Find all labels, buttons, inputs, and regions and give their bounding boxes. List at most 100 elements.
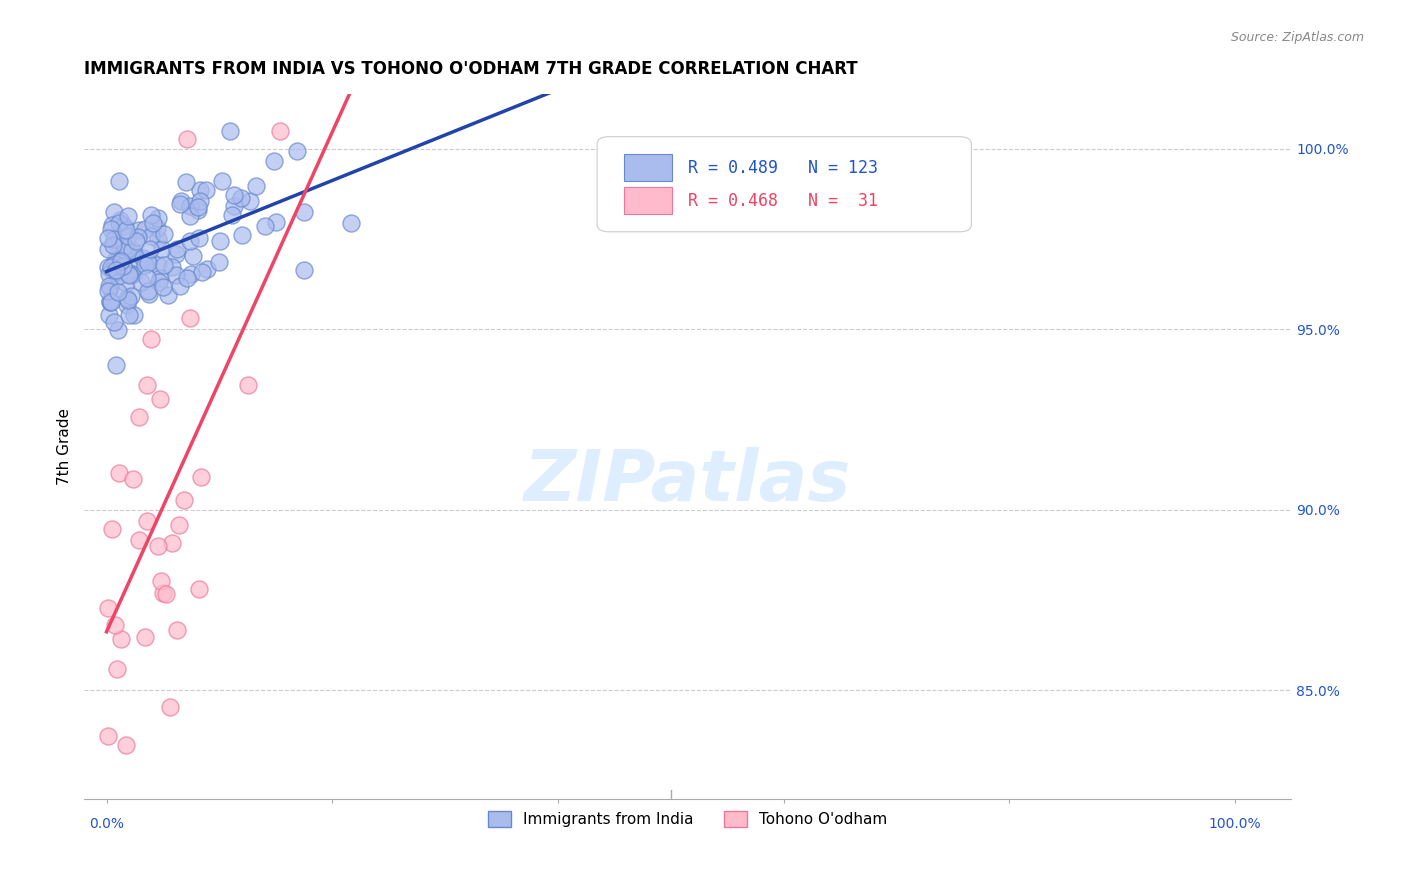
Point (107, 323, 129, 337)
Point (253, 219, 276, 234)
Point (187, 582, 209, 596)
Point (169, 279, 191, 293)
Point (340, 216, 363, 230)
Point (224, 187, 246, 202)
Point (148, 539, 170, 553)
Point (170, 194, 193, 209)
Point (115, 298, 138, 312)
Point (187, 201, 209, 215)
Point (117, 241, 139, 255)
Point (211, 174, 233, 188)
Point (127, 229, 149, 244)
Text: R = 0.489   N = 123: R = 0.489 N = 123 (688, 159, 877, 177)
Point (117, 229, 139, 244)
Point (285, 145, 308, 159)
Point (292, 262, 315, 277)
Point (104, 265, 127, 279)
Point (98, 278, 121, 293)
Point (152, 586, 174, 600)
Point (148, 275, 170, 289)
Point (128, 410, 150, 425)
Point (239, 194, 262, 208)
Point (128, 533, 150, 547)
Point (146, 221, 169, 235)
Point (112, 238, 135, 252)
Point (105, 662, 128, 676)
Point (101, 263, 124, 277)
Point (179, 198, 201, 212)
Point (136, 256, 159, 270)
Point (108, 217, 131, 231)
Point (108, 213, 131, 227)
Point (108, 467, 131, 481)
Point (100, 295, 122, 310)
Point (97, 284, 120, 298)
Point (195, 184, 218, 198)
Text: 100.0%: 100.0% (1209, 817, 1261, 830)
Point (229, 191, 252, 205)
Point (97, 230, 120, 244)
Point (131, 251, 153, 265)
Point (136, 252, 159, 267)
Point (188, 183, 211, 197)
Point (263, 153, 285, 168)
Point (134, 222, 156, 236)
Point (98, 295, 121, 310)
Point (100, 260, 122, 275)
Point (135, 270, 157, 285)
Point (136, 514, 159, 528)
Bar (624, 154, 672, 181)
Point (218, 123, 240, 137)
Point (160, 536, 183, 550)
Point (136, 378, 159, 392)
Point (128, 223, 150, 237)
Point (141, 228, 163, 243)
Point (98, 308, 121, 322)
Point (149, 392, 172, 406)
Point (148, 232, 170, 246)
Point (142, 215, 165, 229)
Point (98, 281, 121, 295)
Point (245, 179, 267, 194)
Point (114, 239, 136, 253)
Point (117, 293, 139, 307)
Point (231, 228, 253, 243)
Point (101, 218, 124, 232)
Point (115, 276, 138, 290)
Point (112, 219, 135, 234)
Point (124, 308, 146, 322)
Point (105, 262, 128, 277)
Point (139, 242, 162, 256)
Point (121, 244, 143, 258)
Y-axis label: 7th Grade: 7th Grade (58, 409, 72, 485)
Point (100, 221, 122, 235)
Point (100, 523, 122, 537)
Point (97, 729, 120, 743)
Point (208, 234, 231, 248)
Point (152, 280, 174, 294)
Point (107, 269, 129, 284)
Point (97, 267, 120, 281)
Text: IMMIGRANTS FROM INDIA VS TOHONO O'ODHAM 7TH GRADE CORRELATION CHART: IMMIGRANTS FROM INDIA VS TOHONO O'ODHAM … (84, 60, 858, 78)
Point (101, 238, 124, 252)
Bar (624, 187, 672, 214)
Point (118, 268, 141, 282)
Point (118, 267, 141, 281)
Point (221, 208, 243, 222)
Text: ZIPatlas: ZIPatlas (524, 448, 852, 516)
Point (176, 270, 198, 285)
Point (107, 285, 129, 299)
Point (173, 492, 195, 507)
Text: R = 0.468   N =  31: R = 0.468 N = 31 (688, 192, 877, 210)
Point (108, 174, 131, 188)
Point (115, 244, 138, 258)
Point (191, 265, 214, 279)
Point (188, 231, 211, 245)
FancyBboxPatch shape (598, 136, 972, 232)
Point (120, 289, 142, 303)
Text: Source: ZipAtlas.com: Source: ZipAtlas.com (1230, 31, 1364, 45)
Point (104, 618, 127, 632)
Point (165, 247, 187, 261)
Point (122, 267, 145, 281)
Point (139, 208, 162, 222)
